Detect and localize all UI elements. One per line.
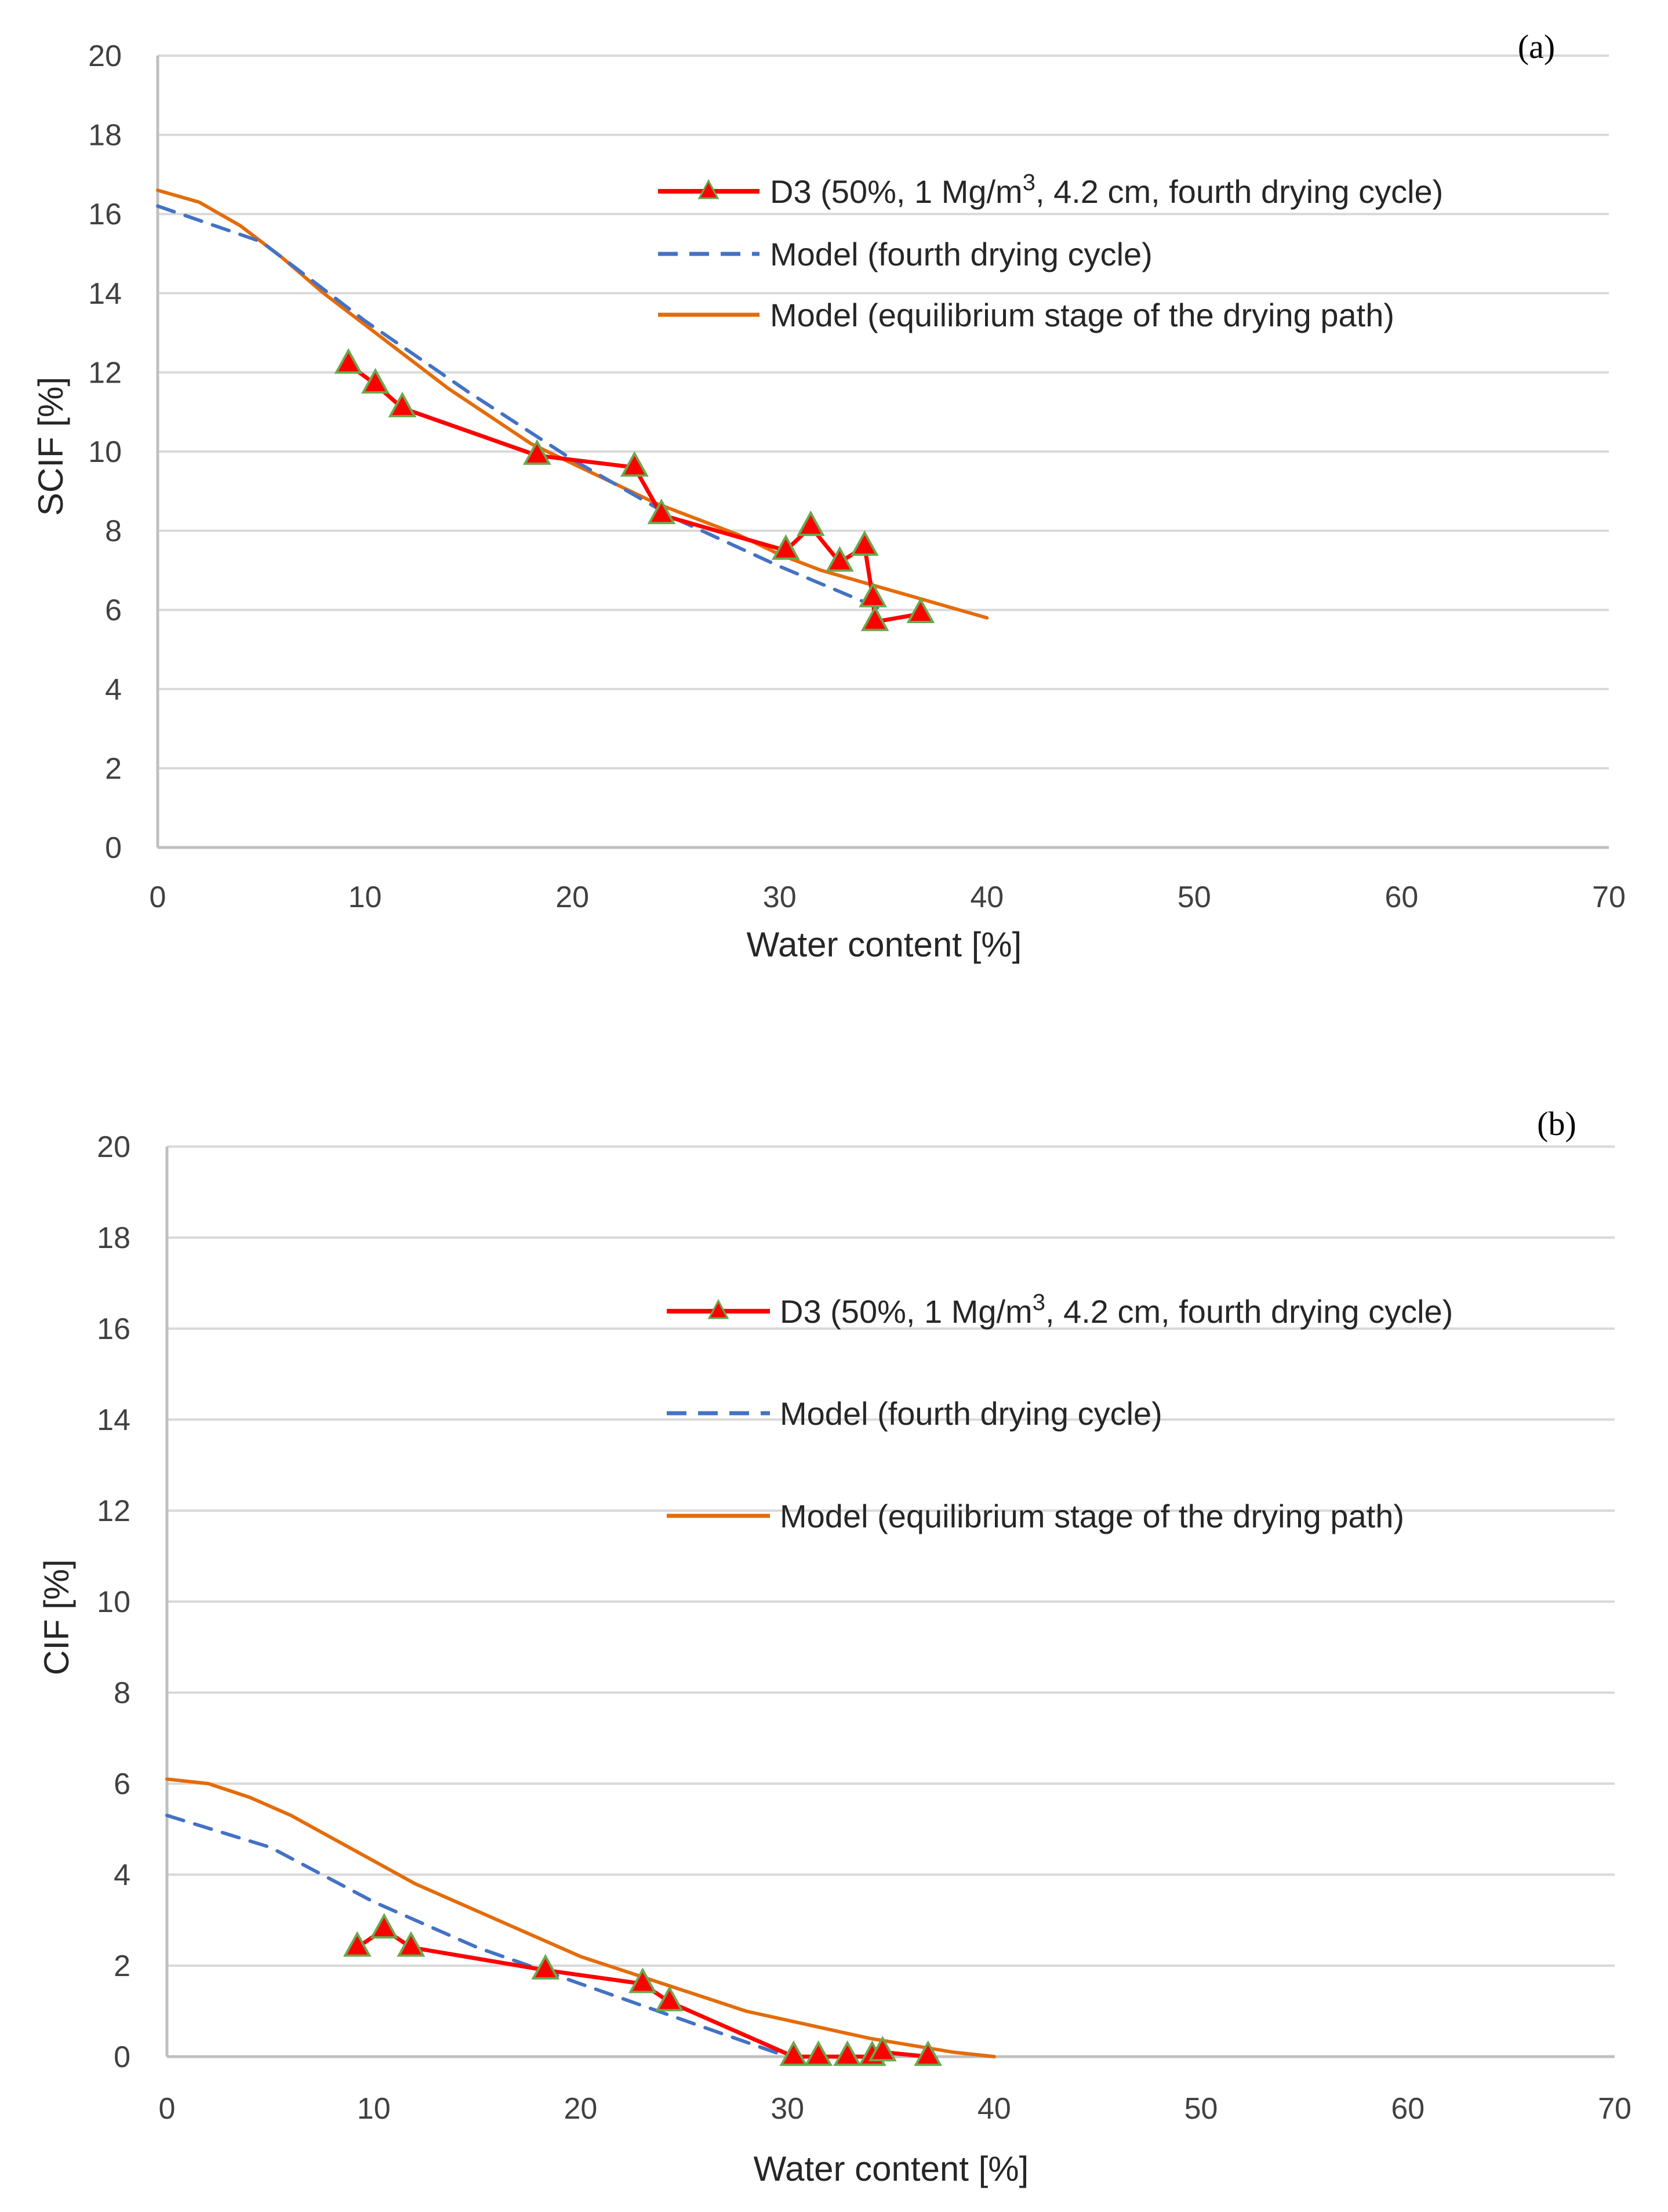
panel-label: (a)	[1518, 28, 1555, 66]
x-tick-label: 20	[555, 881, 589, 914]
x-tick-label: 50	[1178, 881, 1211, 914]
y-tick-label: 4	[114, 1858, 130, 1892]
y-tick-label: 2	[114, 1949, 130, 1983]
data-point	[531, 1953, 560, 1980]
legend-marker-icon	[697, 179, 719, 199]
data-point	[772, 534, 800, 560]
x-tick-label: 40	[970, 881, 1004, 914]
y-tick-label: 18	[88, 119, 122, 152]
x-tick-label: 60	[1385, 881, 1419, 914]
series-line-model-equilibrium	[165, 1777, 996, 2058]
y-tick-label: 10	[88, 435, 122, 469]
chart-panel-b: 0 2 4 6 8 10 12 14 16 18 20 0 10 20 30 40 50 60 70 Water c…	[37, 1105, 1631, 2188]
x-tick-label: 20	[564, 2092, 598, 2126]
x-tick-label: 10	[357, 2092, 391, 2126]
y-tick-label: 10	[97, 1585, 130, 1619]
data-point	[914, 2040, 943, 2066]
y-tick-label: 20	[88, 39, 122, 73]
data-point	[850, 530, 879, 556]
series	[165, 1777, 996, 2066]
series-line-model-fourth	[165, 1813, 790, 2058]
tick-labels: 0 2 4 6 8 10 12 14 16 18 20 0 10 20 30 40 50 60 70	[88, 39, 1626, 914]
legend-label-model-fourth: Model (fourth drying cycle)	[770, 236, 1153, 272]
x-axis-label: Water content [%]	[754, 2149, 1029, 2188]
y-tick-label: 16	[88, 198, 122, 231]
y-tick-label: 6	[114, 1767, 130, 1801]
x-tick-label: 30	[771, 2092, 804, 2126]
legend-label-model-fourth: Model (fourth drying cycle)	[780, 1395, 1162, 1432]
data-point	[906, 597, 935, 624]
data-point	[804, 2040, 833, 2066]
data-point	[628, 1967, 657, 1993]
y-tick-label: 14	[88, 277, 122, 311]
legend-label-measured: D3 (50%, 1 Mg/m3, 4.2 cm, fourth drying …	[780, 1290, 1453, 1330]
legend: D3 (50%, 1 Mg/m3, 4.2 cm, fourth drying …	[658, 170, 1443, 333]
legend-entry-model-fourth: Model (fourth drying cycle)	[658, 236, 1153, 272]
x-tick-label: 60	[1391, 2092, 1424, 2126]
y-tick-label: 20	[97, 1130, 130, 1164]
x-tick-label: 0	[159, 2092, 176, 2126]
x-tick-label: 70	[1598, 2092, 1631, 2126]
series	[156, 188, 989, 631]
series-line-model-fourth	[156, 204, 885, 612]
data-point	[859, 581, 888, 607]
data-point	[833, 2040, 862, 2066]
legend-entry-model-fourth: Model (fourth drying cycle)	[667, 1395, 1162, 1432]
legend-label-measured: D3 (50%, 1 Mg/m3, 4.2 cm, fourth drying …	[770, 170, 1443, 210]
data-point	[860, 605, 889, 631]
y-tick-label: 6	[105, 594, 122, 627]
x-tick-label: 10	[348, 881, 382, 914]
data-point	[397, 1931, 426, 1957]
data-point	[343, 1931, 372, 1957]
data-point	[647, 499, 676, 525]
y-tick-label: 8	[114, 1676, 130, 1710]
legend-marker-icon	[707, 1298, 729, 1319]
data-point	[522, 439, 551, 465]
y-tick-label: 18	[97, 1221, 130, 1255]
y-tick-label: 0	[105, 831, 122, 865]
legend-label-model-equilibrium: Model (equilibrium stage of the drying p…	[780, 1498, 1404, 1534]
chart-panel-a: 0 2 4 6 8 10 12 14 16 18 20 0 10 20 30 40 50 60 70 Water c…	[31, 28, 1626, 964]
y-tick-label: 8	[105, 515, 122, 548]
data-point	[370, 1913, 398, 1939]
data-point	[620, 451, 649, 477]
gridlines	[158, 54, 1609, 770]
data-point	[334, 348, 363, 374]
legend-entry-model-equilibrium: Model (equilibrium stage of the drying p…	[667, 1498, 1404, 1534]
x-tick-label: 70	[1592, 881, 1626, 914]
legend-entry-model-equilibrium: Model (equilibrium stage of the drying p…	[658, 297, 1394, 333]
y-tick-label: 4	[105, 673, 122, 707]
data-point	[826, 546, 854, 572]
data-point	[655, 1985, 684, 2011]
x-tick-label: 0	[150, 881, 166, 914]
y-tick-label: 14	[97, 1403, 130, 1437]
data-point	[779, 2040, 808, 2066]
legend-entry-measured: D3 (50%, 1 Mg/m3, 4.2 cm, fourth drying …	[658, 170, 1443, 210]
panel-label: (b)	[1537, 1105, 1576, 1143]
x-tick-label: 50	[1184, 2092, 1218, 2126]
x-tick-label: 40	[977, 2092, 1011, 2126]
legend-label-model-equilibrium: Model (equilibrium stage of the drying p…	[770, 297, 1394, 333]
y-tick-label: 12	[88, 356, 122, 390]
tick-labels: 0 2 4 6 8 10 12 14 16 18 20 0 10 20 30 40 50 60 70	[97, 1130, 1631, 2126]
data-point	[796, 510, 825, 536]
y-tick-label: 2	[105, 752, 122, 785]
y-axis-label: CIF [%]	[37, 1559, 76, 1675]
axes	[156, 56, 1609, 849]
data-point	[868, 2036, 897, 2062]
y-tick-label: 0	[114, 2040, 130, 2074]
data-point	[388, 391, 417, 417]
legend-entry-measured: D3 (50%, 1 Mg/m3, 4.2 cm, fourth drying …	[667, 1290, 1453, 1330]
legend: D3 (50%, 1 Mg/m3, 4.2 cm, fourth drying …	[667, 1290, 1453, 1534]
gridlines	[167, 1145, 1615, 1967]
y-tick-label: 16	[97, 1312, 130, 1346]
x-tick-label: 30	[763, 881, 797, 914]
x-axis-label: Water content [%]	[747, 925, 1022, 964]
y-tick-label: 12	[97, 1494, 130, 1528]
data-point	[361, 368, 390, 394]
y-axis-label: SCIF [%]	[31, 377, 70, 516]
